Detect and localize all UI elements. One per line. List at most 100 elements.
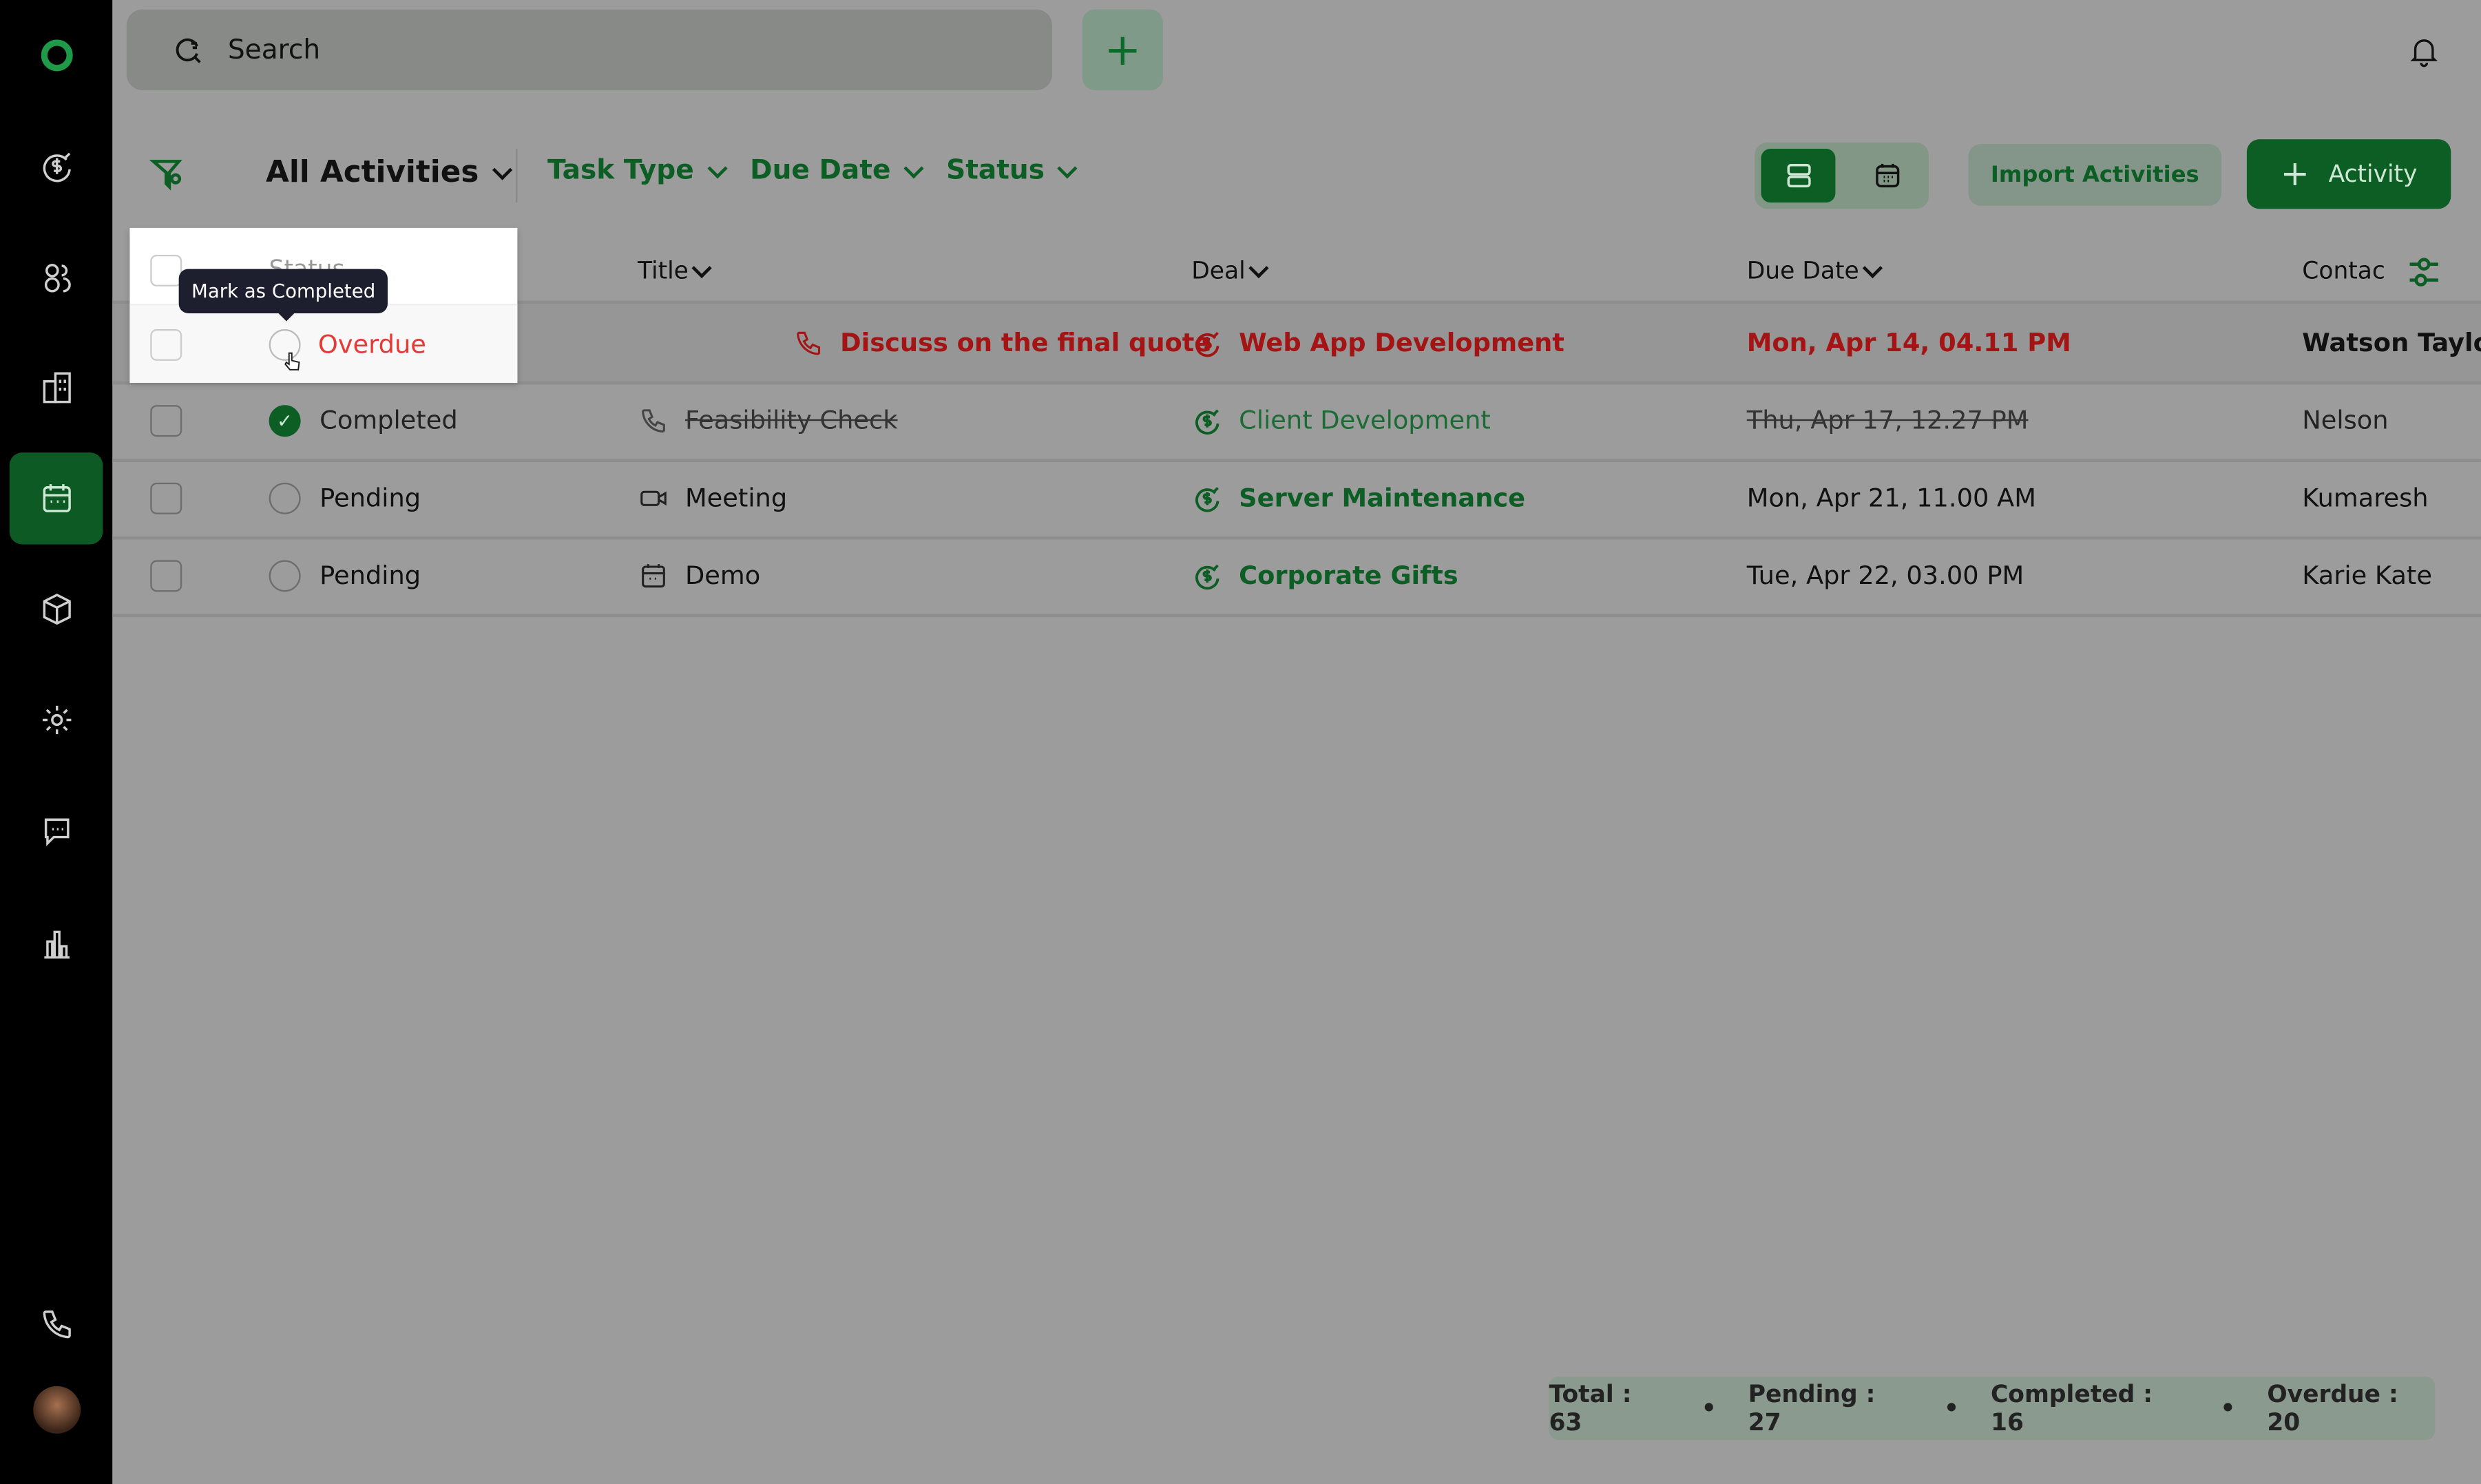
filter-icon[interactable] [149,155,187,193]
bell-icon[interactable] [2407,33,2442,68]
sidebar-item-contacts[interactable] [10,231,103,322]
summary-overdue: Overdue : 20 [2267,1379,2398,1437]
sidebar [0,0,113,1484]
column-header-title[interactable]: Title [638,256,715,285]
sidebar-item-products[interactable] [10,563,103,655]
status-label: Pending [320,560,421,591]
deal-link[interactable]: Server Maintenance [1239,482,1526,513]
phone-icon [797,331,821,355]
column-settings-icon[interactable] [2405,253,2443,291]
mark-complete-radio[interactable] [269,328,301,360]
highlighted-row-status: Overdue [129,304,518,384]
chevron-down-icon [1248,257,1269,278]
sidebar-item-companies[interactable] [10,342,103,433]
chevron-down-icon [691,257,713,278]
gear-icon [41,705,71,735]
due-date: Mon, Apr 21, 11.00 AM [1746,482,2036,513]
column-label: Title [638,256,689,285]
bar-chart-icon [43,930,69,959]
chevron-down-icon [1862,257,1883,278]
sidebar-item-deals[interactable] [10,121,103,212]
contact-name[interactable]: Nelson [2302,405,2389,435]
chevron-down-icon [492,159,512,180]
add-activity-label: Activity [2328,160,2418,189]
activity-title[interactable]: Demo [684,560,761,591]
activity-title[interactable]: Discuss on the final quote [840,327,1212,358]
column-header-deal[interactable]: Deal [1191,256,1273,285]
spotlight-highlight: Status Overdue Mark as Completed [129,227,518,384]
box-icon [42,594,70,625]
import-label: Import Activities [1990,162,2199,188]
sidebar-item-activities[interactable] [9,452,103,545]
sidebar-item-messages[interactable] [10,785,103,877]
pointer-cursor-icon [284,352,300,370]
column-header-due-date[interactable]: Due Date [1746,256,1886,285]
logo-icon [40,39,72,72]
column-label: Deal [1191,256,1246,285]
filter-label: Due Date [750,155,891,187]
sidebar-item-phone[interactable] [10,1279,103,1370]
deal-icon [1195,408,1219,434]
chevron-down-icon [706,157,727,178]
table-row[interactable]: Pending Demo Corporate Gifts Tue, Apr 22… [112,536,2481,618]
row-checkbox[interactable] [150,559,182,592]
list-view-icon [1786,164,1810,188]
plus-icon: + [1104,23,1142,76]
calendar-icon [42,484,70,512]
row-checkbox[interactable] [150,481,182,514]
table-row[interactable]: ✓ Completed Feasibility Check Client Deve… [112,382,2481,462]
video-icon [640,490,667,505]
search-placeholder: Search [227,34,321,66]
list-view-button[interactable] [1761,148,1836,203]
add-activity-button[interactable]: + Activity [2246,139,2451,209]
filter-status[interactable]: Status [946,155,1081,187]
building-icon [42,372,70,404]
import-activities-button[interactable]: Import Activities [1968,144,2222,206]
calendar-icon [1875,163,1899,188]
phone-icon [642,408,665,432]
sidebar-item-reports[interactable] [10,899,103,990]
view-label: All Activities [266,155,479,190]
deal-icon [1195,485,1219,512]
filter-label: Task Type [547,155,694,187]
header-divider [112,300,2481,304]
deal-icon [1195,563,1219,589]
activity-title[interactable]: Meeting [684,482,788,513]
status-label: Pending [320,482,421,513]
filter-due-date[interactable]: Due Date [750,155,927,187]
column-label: Due Date [1746,256,1859,285]
summary-bar: Total : 63 • Pending : 27 • Completed : 16… [1549,1377,2436,1440]
view-selector[interactable]: All Activities [266,155,515,190]
chevron-down-icon [903,157,924,178]
due-date: Tue, Apr 22, 03.00 PM [1746,560,2024,591]
mark-complete-radio[interactable] [269,559,301,592]
row-checkbox[interactable] [150,404,182,437]
view-toggle [1755,142,1929,209]
calendar-view-button[interactable] [1850,149,1924,202]
activity-title[interactable]: Feasibility Check [684,405,898,435]
search-input[interactable]: Search [126,9,1053,90]
contact-name[interactable]: Kumaresh [2302,482,2429,513]
column-header-contact[interactable]: Contac [2302,256,2385,284]
divider [516,148,518,203]
status-label: Completed [320,405,458,435]
deal-link[interactable]: Web App Development [1239,327,1564,358]
due-date: Mon, Apr 14, 04.11 PM [1746,327,2071,358]
deal-link[interactable]: Corporate Gifts [1239,560,1458,591]
sidebar-item-settings[interactable] [10,674,103,766]
filter-task-type[interactable]: Task Type [547,155,731,187]
completed-check-icon[interactable]: ✓ [269,404,301,437]
avatar[interactable] [10,1364,103,1456]
logo[interactable] [10,10,103,101]
mark-complete-radio[interactable] [269,481,301,514]
select-all-checkbox[interactable] [150,254,182,286]
contact-name[interactable]: Karie Kate [2302,560,2432,591]
tooltip: Mark as Completed [178,269,388,322]
due-date: Thu, Apr 17, 12.27 PM [1746,405,2029,435]
quick-add-button[interactable]: + [1082,9,1163,90]
row-checkbox[interactable] [150,328,182,360]
contact-name[interactable]: Watson Taylor [2302,327,2481,358]
summary-pending: Pending : 27 [1748,1379,1876,1437]
deal-link[interactable]: Client Development [1239,405,1491,435]
table-row[interactable]: Pending Meeting Server Maintenance Mon, … [112,459,2481,540]
